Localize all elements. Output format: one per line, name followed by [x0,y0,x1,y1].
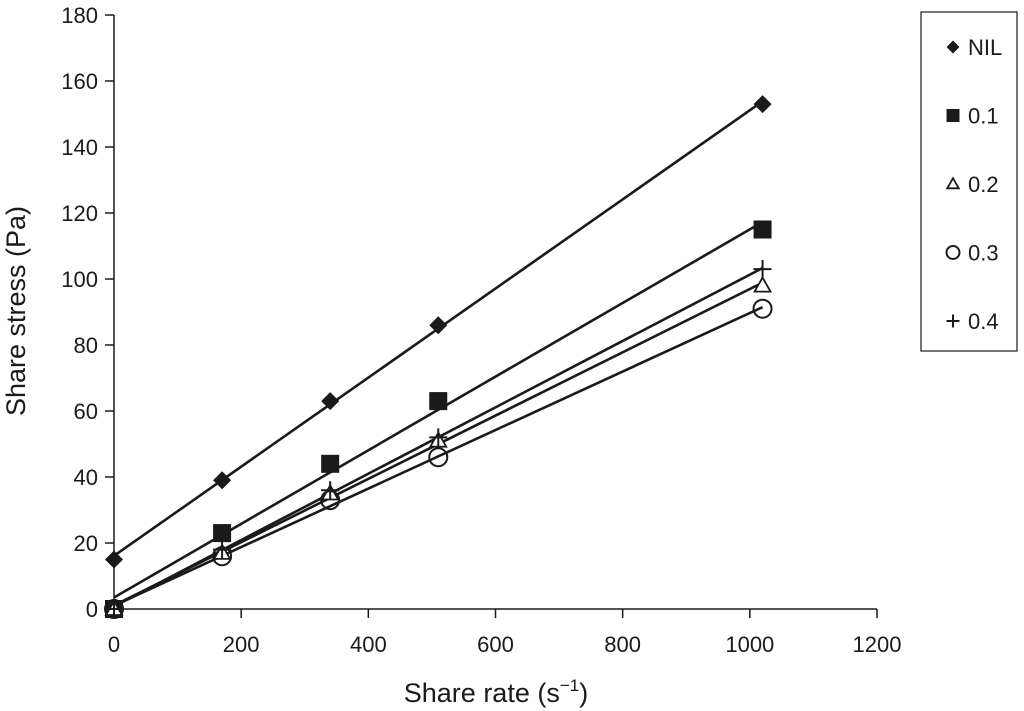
legend-label-0.1: 0.1 [968,104,999,129]
point-0.3-3 [428,447,449,468]
legend-marker-0.4 [946,314,960,328]
data-markers [104,95,773,619]
y-tick-label: 80 [74,333,98,358]
legend-label-0.3: 0.3 [968,241,999,266]
point-NIL-1 [213,471,232,490]
legend-label-NIL: NIL [968,35,1002,60]
x-tick-label: 400 [350,632,387,657]
trendline-0.3 [113,305,764,607]
trendlines [113,100,764,608]
x-axis-title-superscript: −1 [560,676,579,695]
legend-label-0.2: 0.2 [968,172,999,197]
x-tick-label: 1200 [853,632,902,657]
point-0.4-1 [213,540,232,559]
point-0.4-3 [429,428,448,447]
y-tick-label: 60 [74,399,98,424]
legend-marker-NIL [946,40,960,54]
y-tick-label: 0 [86,597,98,622]
point-0.1-4 [753,220,772,239]
point-0.4-0 [105,600,123,618]
legend-label-0.4: 0.4 [968,309,999,334]
x-tick-label: 800 [604,632,641,657]
x-axis-title-main: Share rate (s [404,678,560,708]
point-NIL-0 [105,550,123,569]
x-tick-label: 1000 [725,632,774,657]
legend-marker-0.3 [945,245,961,260]
legend-box [920,11,1018,352]
legend: NIL 0.1 0.2 0.3 0.4 [920,11,1018,352]
point-0.1-1 [213,524,232,543]
x-tick-label: 200 [223,632,260,657]
point-0.1-3 [429,392,448,411]
x-tick-label: 600 [477,632,514,657]
point-NIL-2 [321,392,340,411]
x-axis-title: Share rate (s−1) [404,676,588,708]
y-tick-label: 100 [61,267,98,292]
y-axis-title: Share stress (Pa) [1,206,31,416]
y-tick-label: 160 [61,69,98,94]
point-0.4-2 [321,481,340,500]
y-tick-label: 140 [61,135,98,160]
y-tick-label: 20 [74,531,98,556]
point-0.2-4 [752,275,773,293]
point-0.4-4 [753,260,772,279]
legend-marker-0.2 [945,176,961,190]
x-axis-title-close: ) [579,678,588,708]
legend-marker-0.1 [946,109,960,122]
point-NIL-3 [429,316,448,335]
point-NIL-4 [753,95,772,114]
point-0.3-4 [752,298,773,319]
point-0.1-2 [321,454,340,473]
x-tick-label: 0 [108,632,120,657]
y-tick-label: 180 [61,3,98,28]
y-tick-label: 120 [61,201,98,226]
axes: 0 20 40 60 80 100 120 140 160 180 0 200 400 600 800 100… [61,3,901,657]
y-tick-label: 40 [74,465,98,490]
